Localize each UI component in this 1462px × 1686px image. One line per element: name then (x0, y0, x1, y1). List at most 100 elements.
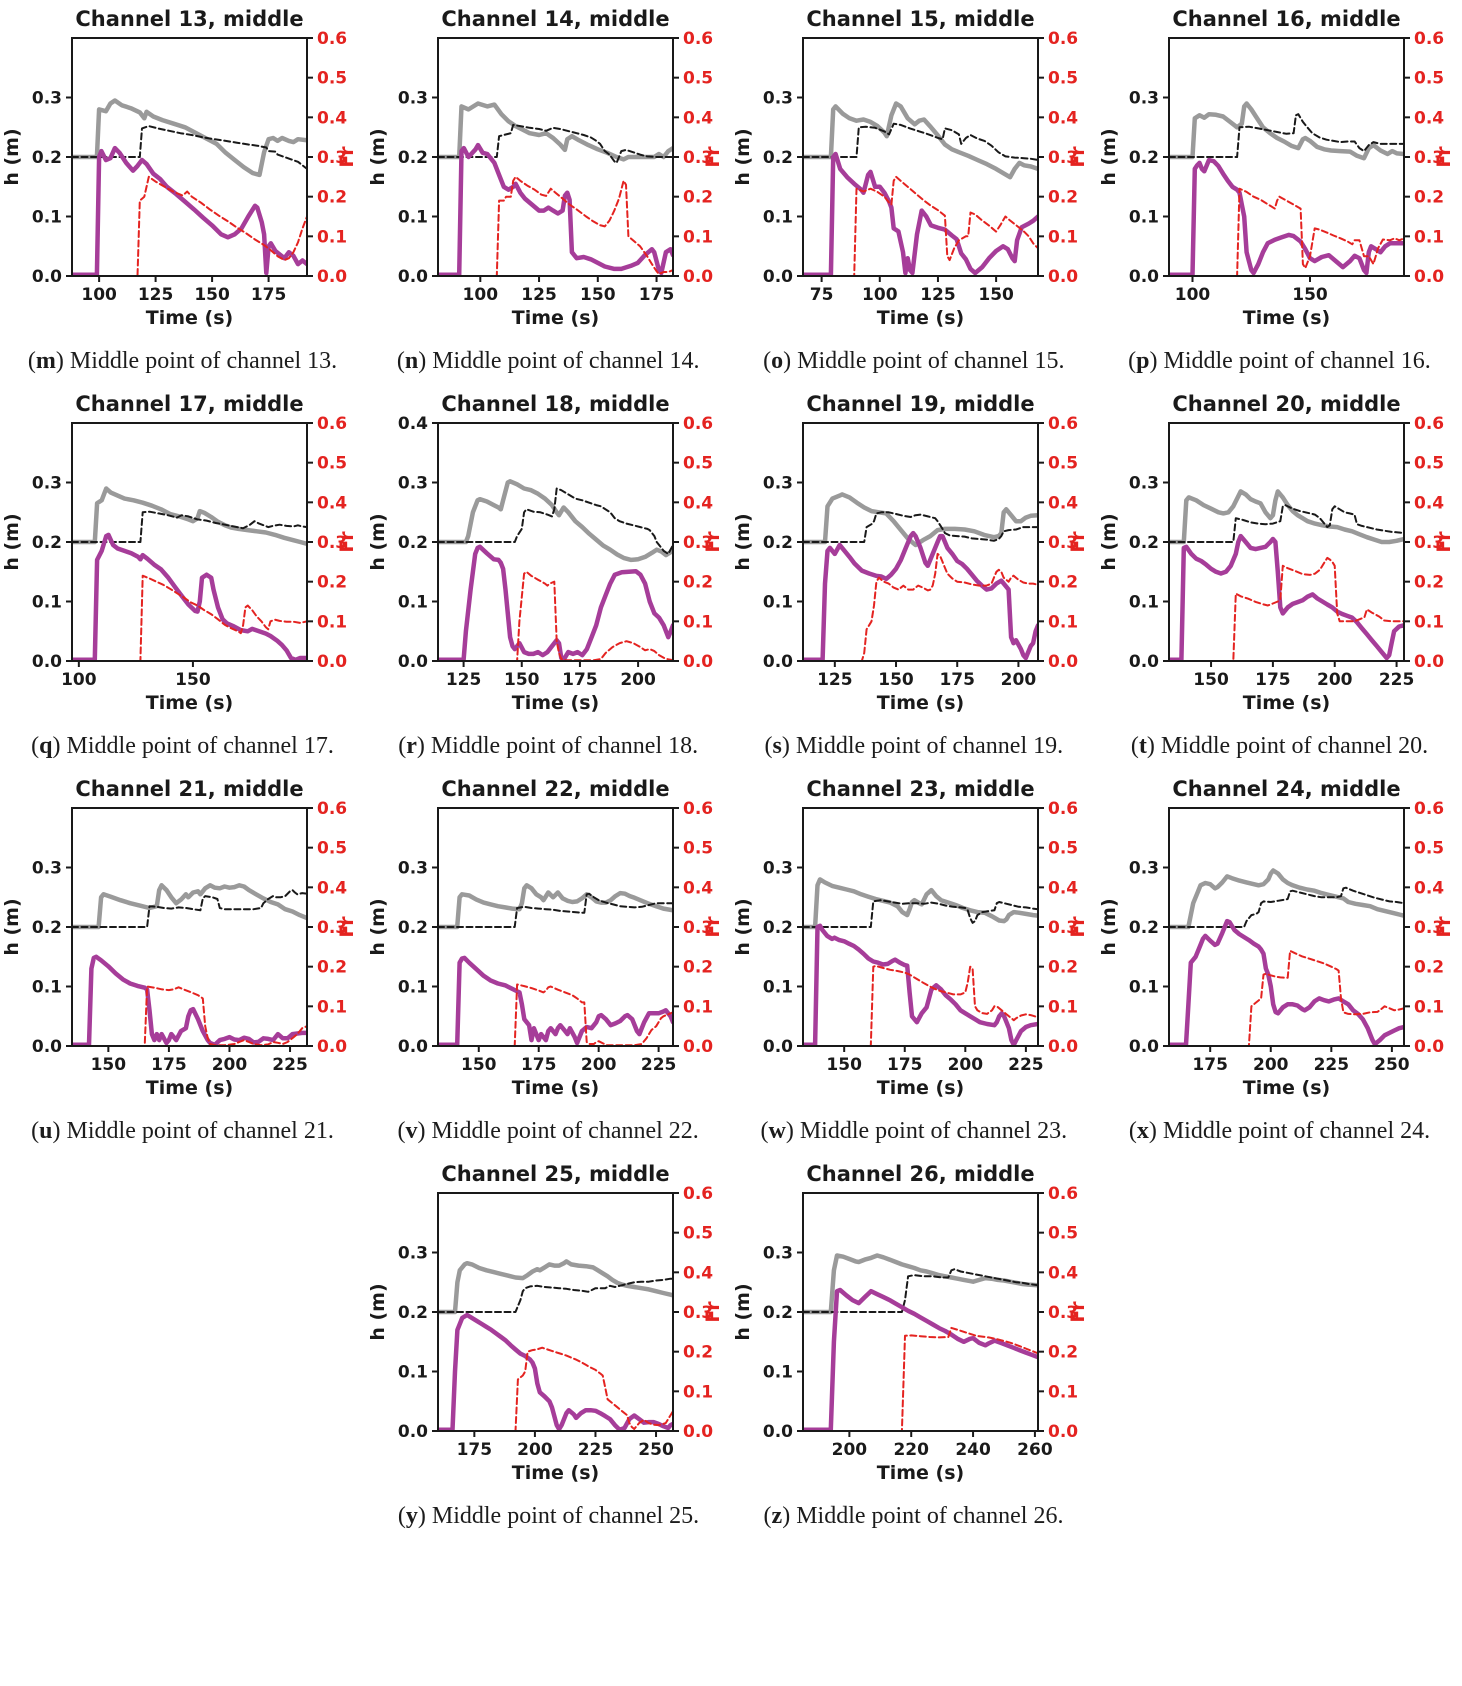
y-tick-label-left: 0.3 (398, 859, 428, 879)
y-tick-label-right: 0.6 (683, 29, 713, 49)
y-tick-label-right: 0.6 (683, 799, 713, 819)
y-tick-label-right: 0.3 (317, 533, 347, 553)
y-tick-label-right: 0.1 (1048, 997, 1078, 1017)
series-h-magenta (72, 954, 307, 1046)
x-tick-label: 175 (1255, 670, 1291, 690)
figure-cell-channel-16: Channel 16, middle 100 150 0.0 0.1 0.2 0.3 0.0 0… (1097, 4, 1462, 375)
caption-channel-22: (v) Middle point of channel 22. (397, 1118, 699, 1144)
chart-channel-17: Channel 17, middle 100 150 0.0 0.1 0.2 0.3 0.0 0… (1, 392, 358, 714)
y-tick-label-left: 0.1 (398, 1363, 428, 1383)
y-tick-label-right: 0.6 (683, 414, 713, 434)
y-tick-label-right: 0.3 (1048, 1303, 1078, 1323)
y-tick-label-right: 0.0 (683, 1037, 713, 1057)
series-h-gray (1168, 101, 1404, 161)
x-axis-label: Time (s) (1243, 1077, 1330, 1099)
y-tick-label-right: 0.2 (683, 1343, 713, 1363)
y-tick-label-right: 0.2 (1048, 958, 1078, 978)
y-tick-label-right: 0.0 (1048, 267, 1078, 287)
series-h-gray (803, 877, 1039, 930)
series-black-dashed (1168, 504, 1404, 543)
y-tick-label-right: 0.3 (1048, 533, 1078, 553)
chart-title: Channel 26, middle (806, 1162, 1034, 1186)
y-tick-label-right: 0.5 (683, 454, 713, 474)
x-axis-label: Time (s) (877, 1462, 964, 1484)
y-tick-label-right: 0.5 (683, 69, 713, 89)
y-tick-label-right: 0.3 (683, 918, 713, 938)
series-h-magenta (803, 530, 1039, 661)
x-axis-label: Time (s) (511, 307, 598, 329)
series-h-magenta (1168, 918, 1404, 1046)
caption-text: Middle point of channel 24. (1162, 1118, 1431, 1144)
y-tick-label-left: 0.3 (32, 859, 62, 879)
y-tick-label-right: 0.2 (317, 958, 347, 978)
x-tick-label: 200 (1317, 670, 1353, 690)
y-tick-label-right: 0.6 (1048, 414, 1078, 434)
x-tick-label: 260 (1017, 1440, 1053, 1460)
y-tick-label-right: 0.4 (1414, 493, 1444, 513)
caption-letter: u (39, 1118, 53, 1144)
caption-channel-24: (x) Middle point of channel 24. (1128, 1118, 1431, 1144)
caption-text: Middle point of channel 14. (432, 348, 700, 374)
y-axis-label-right: Fr (1433, 146, 1455, 168)
x-tick-label: 175 (562, 670, 598, 690)
y-tick-label-right: 0.3 (1048, 918, 1078, 938)
figure-cell-channel-13: Channel 13, middle 100 125 150 175 0.0 0.1 0.2 0… (0, 4, 365, 375)
y-tick-label-left: 0.0 (763, 267, 793, 287)
y-tick-label-right: 0.5 (1414, 454, 1444, 474)
caption-letter: t (1138, 733, 1147, 759)
x-tick-label: 175 (638, 285, 674, 305)
series-h-gray (437, 479, 673, 563)
y-tick-label-right: 0.6 (1048, 799, 1078, 819)
y-tick-label-right: 0.5 (1048, 69, 1078, 89)
y-tick-label-left: 0.3 (763, 1244, 793, 1264)
series-black-dashed (1168, 886, 1404, 928)
y-tick-label-right: 0.4 (683, 493, 713, 513)
series-h-gray (803, 1253, 1038, 1315)
caption-letter: m (35, 348, 56, 374)
x-axis-label: Time (s) (1243, 307, 1330, 329)
y-axis-label-left: h (m) (367, 1283, 389, 1340)
y-tick-label-right: 0.4 (1048, 493, 1078, 513)
x-tick-label: 200 (948, 1055, 984, 1075)
series-fr-red-dashed (437, 175, 673, 276)
x-tick-label: 100 (1175, 285, 1211, 305)
y-tick-label-left: 0.0 (398, 267, 428, 287)
caption-channel-16: (p) Middle point of channel 16. (1128, 348, 1431, 374)
y-tick-label-left: 0.3 (763, 859, 793, 879)
caption-text: Middle point of channel 26. (796, 1503, 1064, 1529)
y-tick-label-right: 0.5 (1048, 839, 1078, 859)
x-axis-label: Time (s) (512, 1462, 599, 1484)
series-h-gray (72, 486, 307, 547)
y-tick-label-right: 0.4 (317, 878, 347, 898)
y-tick-label-left: 0.2 (1129, 148, 1159, 168)
y-axis-label-left: h (m) (732, 513, 754, 570)
figure-cell-channel-14: Channel 14, middle 100 125 150 175 0.0 0.1 0.2 0… (366, 4, 731, 375)
caption-channel-20: (t) Middle point of channel 20. (1130, 733, 1429, 759)
y-tick-label-right: 0.6 (1414, 799, 1444, 819)
series-group (438, 1259, 673, 1431)
y-tick-label-right: 0.1 (683, 612, 713, 632)
y-axis-label-left: h (m) (1098, 898, 1120, 955)
y-tick-label-right: 0.6 (1048, 29, 1078, 49)
series-h-magenta (803, 1287, 1038, 1431)
y-axis-label-left: h (m) (367, 898, 389, 955)
caption-text: Middle point of channel 22. (431, 1118, 699, 1144)
chart-title: Channel 15, middle (807, 7, 1035, 31)
y-tick-label-right: 0.4 (317, 108, 347, 128)
series-group (1168, 868, 1404, 1046)
caption-channel-17: (q) Middle point of channel 17. (31, 733, 334, 759)
caption-channel-19: (s) Middle point of channel 19. (764, 733, 1064, 759)
y-tick-label-left: 0.0 (763, 1422, 793, 1442)
y-tick-label-left: 0.3 (1129, 474, 1159, 494)
x-axis-label: Time (s) (877, 307, 964, 329)
figure-cell-channel-18: Channel 18, middle 125 150 175 200 0.0 0.1 0.2 0… (366, 389, 731, 760)
series-black-dashed (72, 125, 307, 170)
x-tick-label: 175 (151, 1055, 187, 1075)
chart-channel-19: Channel 19, middle 125 150 175 200 0.0 0.1 0.2 0… (732, 392, 1089, 714)
y-tick-label-right: 0.5 (1414, 69, 1444, 89)
x-axis-label: Time (s) (511, 1077, 598, 1099)
x-tick-label: 200 (832, 1440, 868, 1460)
